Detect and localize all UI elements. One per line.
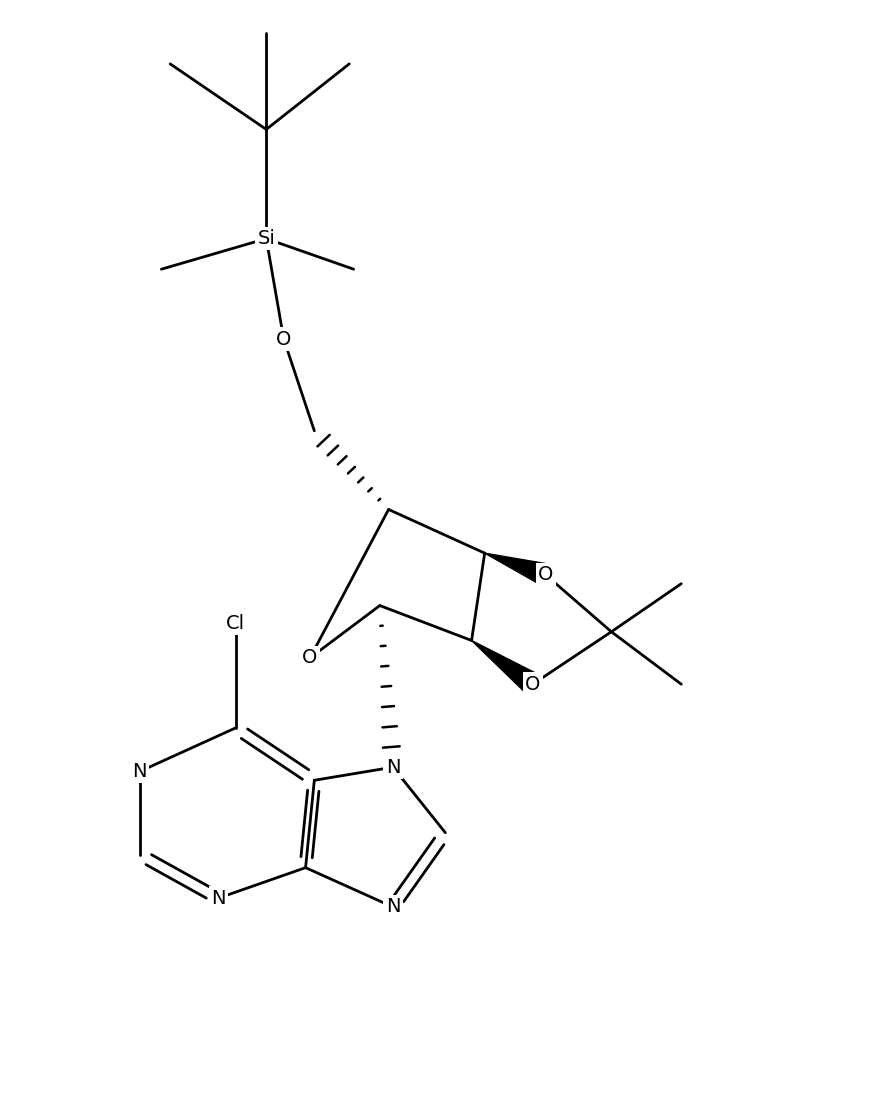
Text: N: N xyxy=(385,898,400,917)
Text: O: O xyxy=(303,649,318,668)
Text: Cl: Cl xyxy=(226,613,245,632)
Text: N: N xyxy=(211,889,226,908)
Text: O: O xyxy=(538,565,554,584)
Text: N: N xyxy=(132,762,146,780)
Polygon shape xyxy=(485,553,549,585)
Polygon shape xyxy=(472,640,539,694)
Text: O: O xyxy=(276,330,291,349)
Text: O: O xyxy=(525,675,541,694)
Text: N: N xyxy=(385,758,400,777)
Text: Si: Si xyxy=(258,229,275,249)
